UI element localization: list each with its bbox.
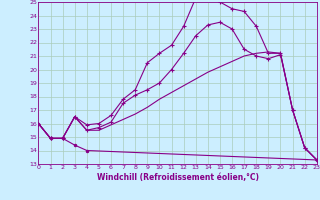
X-axis label: Windchill (Refroidissement éolien,°C): Windchill (Refroidissement éolien,°C) [97,173,259,182]
